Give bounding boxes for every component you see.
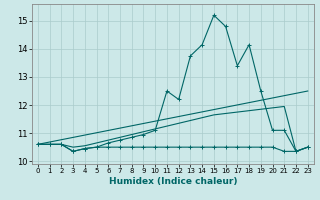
X-axis label: Humidex (Indice chaleur): Humidex (Indice chaleur)	[108, 177, 237, 186]
